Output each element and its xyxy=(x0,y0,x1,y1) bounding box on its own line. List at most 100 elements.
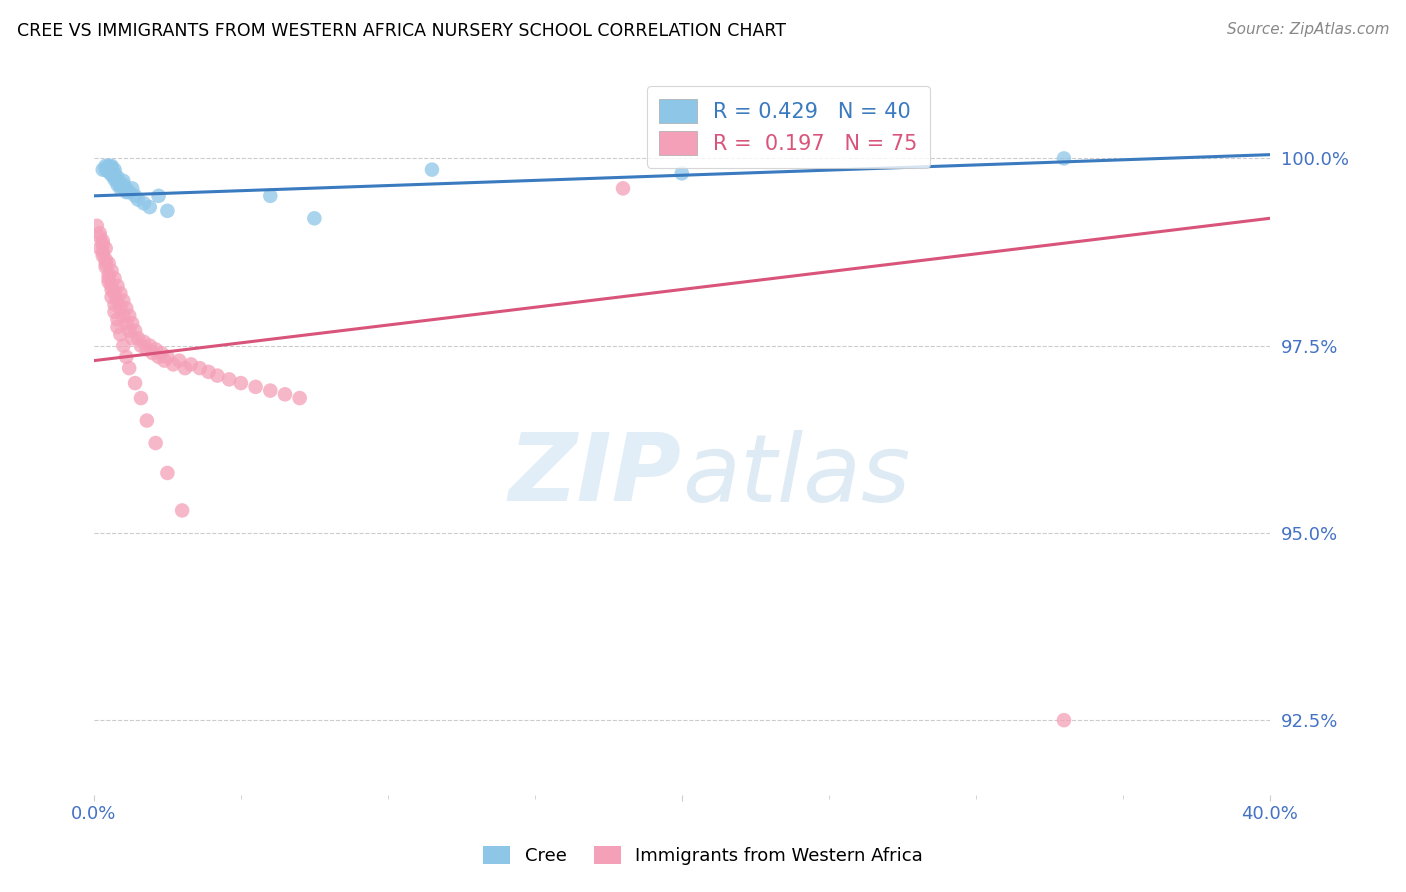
Point xyxy=(94,256,117,270)
Point xyxy=(97,275,120,289)
Point xyxy=(89,227,111,241)
Point xyxy=(107,174,129,188)
Point xyxy=(118,309,141,323)
Point xyxy=(97,268,120,282)
Point xyxy=(91,237,114,252)
Point xyxy=(259,189,281,203)
Point xyxy=(110,181,132,195)
Point xyxy=(103,170,125,185)
Point xyxy=(107,178,129,192)
Point xyxy=(110,301,132,316)
Point xyxy=(91,234,114,248)
Point xyxy=(259,384,281,398)
Point xyxy=(156,203,179,218)
Point xyxy=(100,290,122,304)
Point xyxy=(103,305,125,319)
Point xyxy=(100,278,122,293)
Point xyxy=(188,361,211,376)
Point xyxy=(671,166,693,180)
Point xyxy=(100,166,122,180)
Point xyxy=(89,230,111,244)
Point xyxy=(121,331,143,345)
Point xyxy=(288,391,311,405)
Point xyxy=(142,346,165,360)
Point xyxy=(94,159,117,173)
Point xyxy=(207,368,229,383)
Point xyxy=(118,361,141,376)
Legend: R = 0.429   N = 40, R =  0.197   N = 75: R = 0.429 N = 40, R = 0.197 N = 75 xyxy=(647,87,931,168)
Point xyxy=(174,361,197,376)
Point xyxy=(86,219,108,233)
Point xyxy=(218,372,240,386)
Text: Source: ZipAtlas.com: Source: ZipAtlas.com xyxy=(1226,22,1389,37)
Point xyxy=(103,172,125,186)
Point xyxy=(94,260,117,274)
Point xyxy=(112,339,135,353)
Point xyxy=(180,357,202,371)
Point xyxy=(115,316,138,330)
Point xyxy=(121,181,143,195)
Point xyxy=(145,436,167,450)
Point xyxy=(103,297,125,311)
Text: CREE VS IMMIGRANTS FROM WESTERN AFRICA NURSERY SCHOOL CORRELATION CHART: CREE VS IMMIGRANTS FROM WESTERN AFRICA N… xyxy=(17,22,786,40)
Point xyxy=(97,162,120,177)
Point xyxy=(100,161,122,175)
Point xyxy=(110,327,132,342)
Point xyxy=(97,159,120,173)
Point xyxy=(97,271,120,285)
Point xyxy=(107,320,129,334)
Point xyxy=(245,380,267,394)
Point xyxy=(156,466,179,480)
Point xyxy=(107,170,129,185)
Point xyxy=(139,200,162,214)
Point xyxy=(91,245,114,260)
Point xyxy=(112,178,135,192)
Point xyxy=(110,178,132,192)
Point xyxy=(129,339,152,353)
Point xyxy=(172,503,194,517)
Point xyxy=(148,189,170,203)
Point xyxy=(420,162,443,177)
Point xyxy=(107,278,129,293)
Point xyxy=(103,162,125,177)
Point xyxy=(148,350,170,364)
Point xyxy=(91,162,114,177)
Point xyxy=(115,350,138,364)
Point xyxy=(115,185,138,199)
Point xyxy=(1053,152,1076,166)
Point xyxy=(145,343,167,357)
Point xyxy=(94,252,117,267)
Point xyxy=(156,350,179,364)
Point xyxy=(118,324,141,338)
Point xyxy=(115,181,138,195)
Point xyxy=(150,346,173,360)
Point xyxy=(112,174,135,188)
Point xyxy=(135,413,157,427)
Point xyxy=(94,162,117,177)
Text: atlas: atlas xyxy=(682,430,910,521)
Point xyxy=(112,293,135,308)
Point xyxy=(197,365,219,379)
Point xyxy=(107,293,129,308)
Point xyxy=(304,211,326,226)
Point xyxy=(103,286,125,301)
Point xyxy=(107,312,129,326)
Point xyxy=(100,165,122,179)
Point xyxy=(118,185,141,199)
Point xyxy=(100,159,122,173)
Point xyxy=(100,168,122,182)
Point xyxy=(124,189,146,203)
Point xyxy=(167,353,190,368)
Point xyxy=(97,161,120,175)
Point xyxy=(124,376,146,390)
Point xyxy=(132,334,155,349)
Point xyxy=(162,357,184,371)
Point xyxy=(89,241,111,255)
Point xyxy=(127,331,149,345)
Point xyxy=(91,249,114,263)
Point xyxy=(97,256,120,270)
Point xyxy=(135,343,157,357)
Point xyxy=(121,316,143,330)
Point xyxy=(115,301,138,316)
Point xyxy=(112,181,135,195)
